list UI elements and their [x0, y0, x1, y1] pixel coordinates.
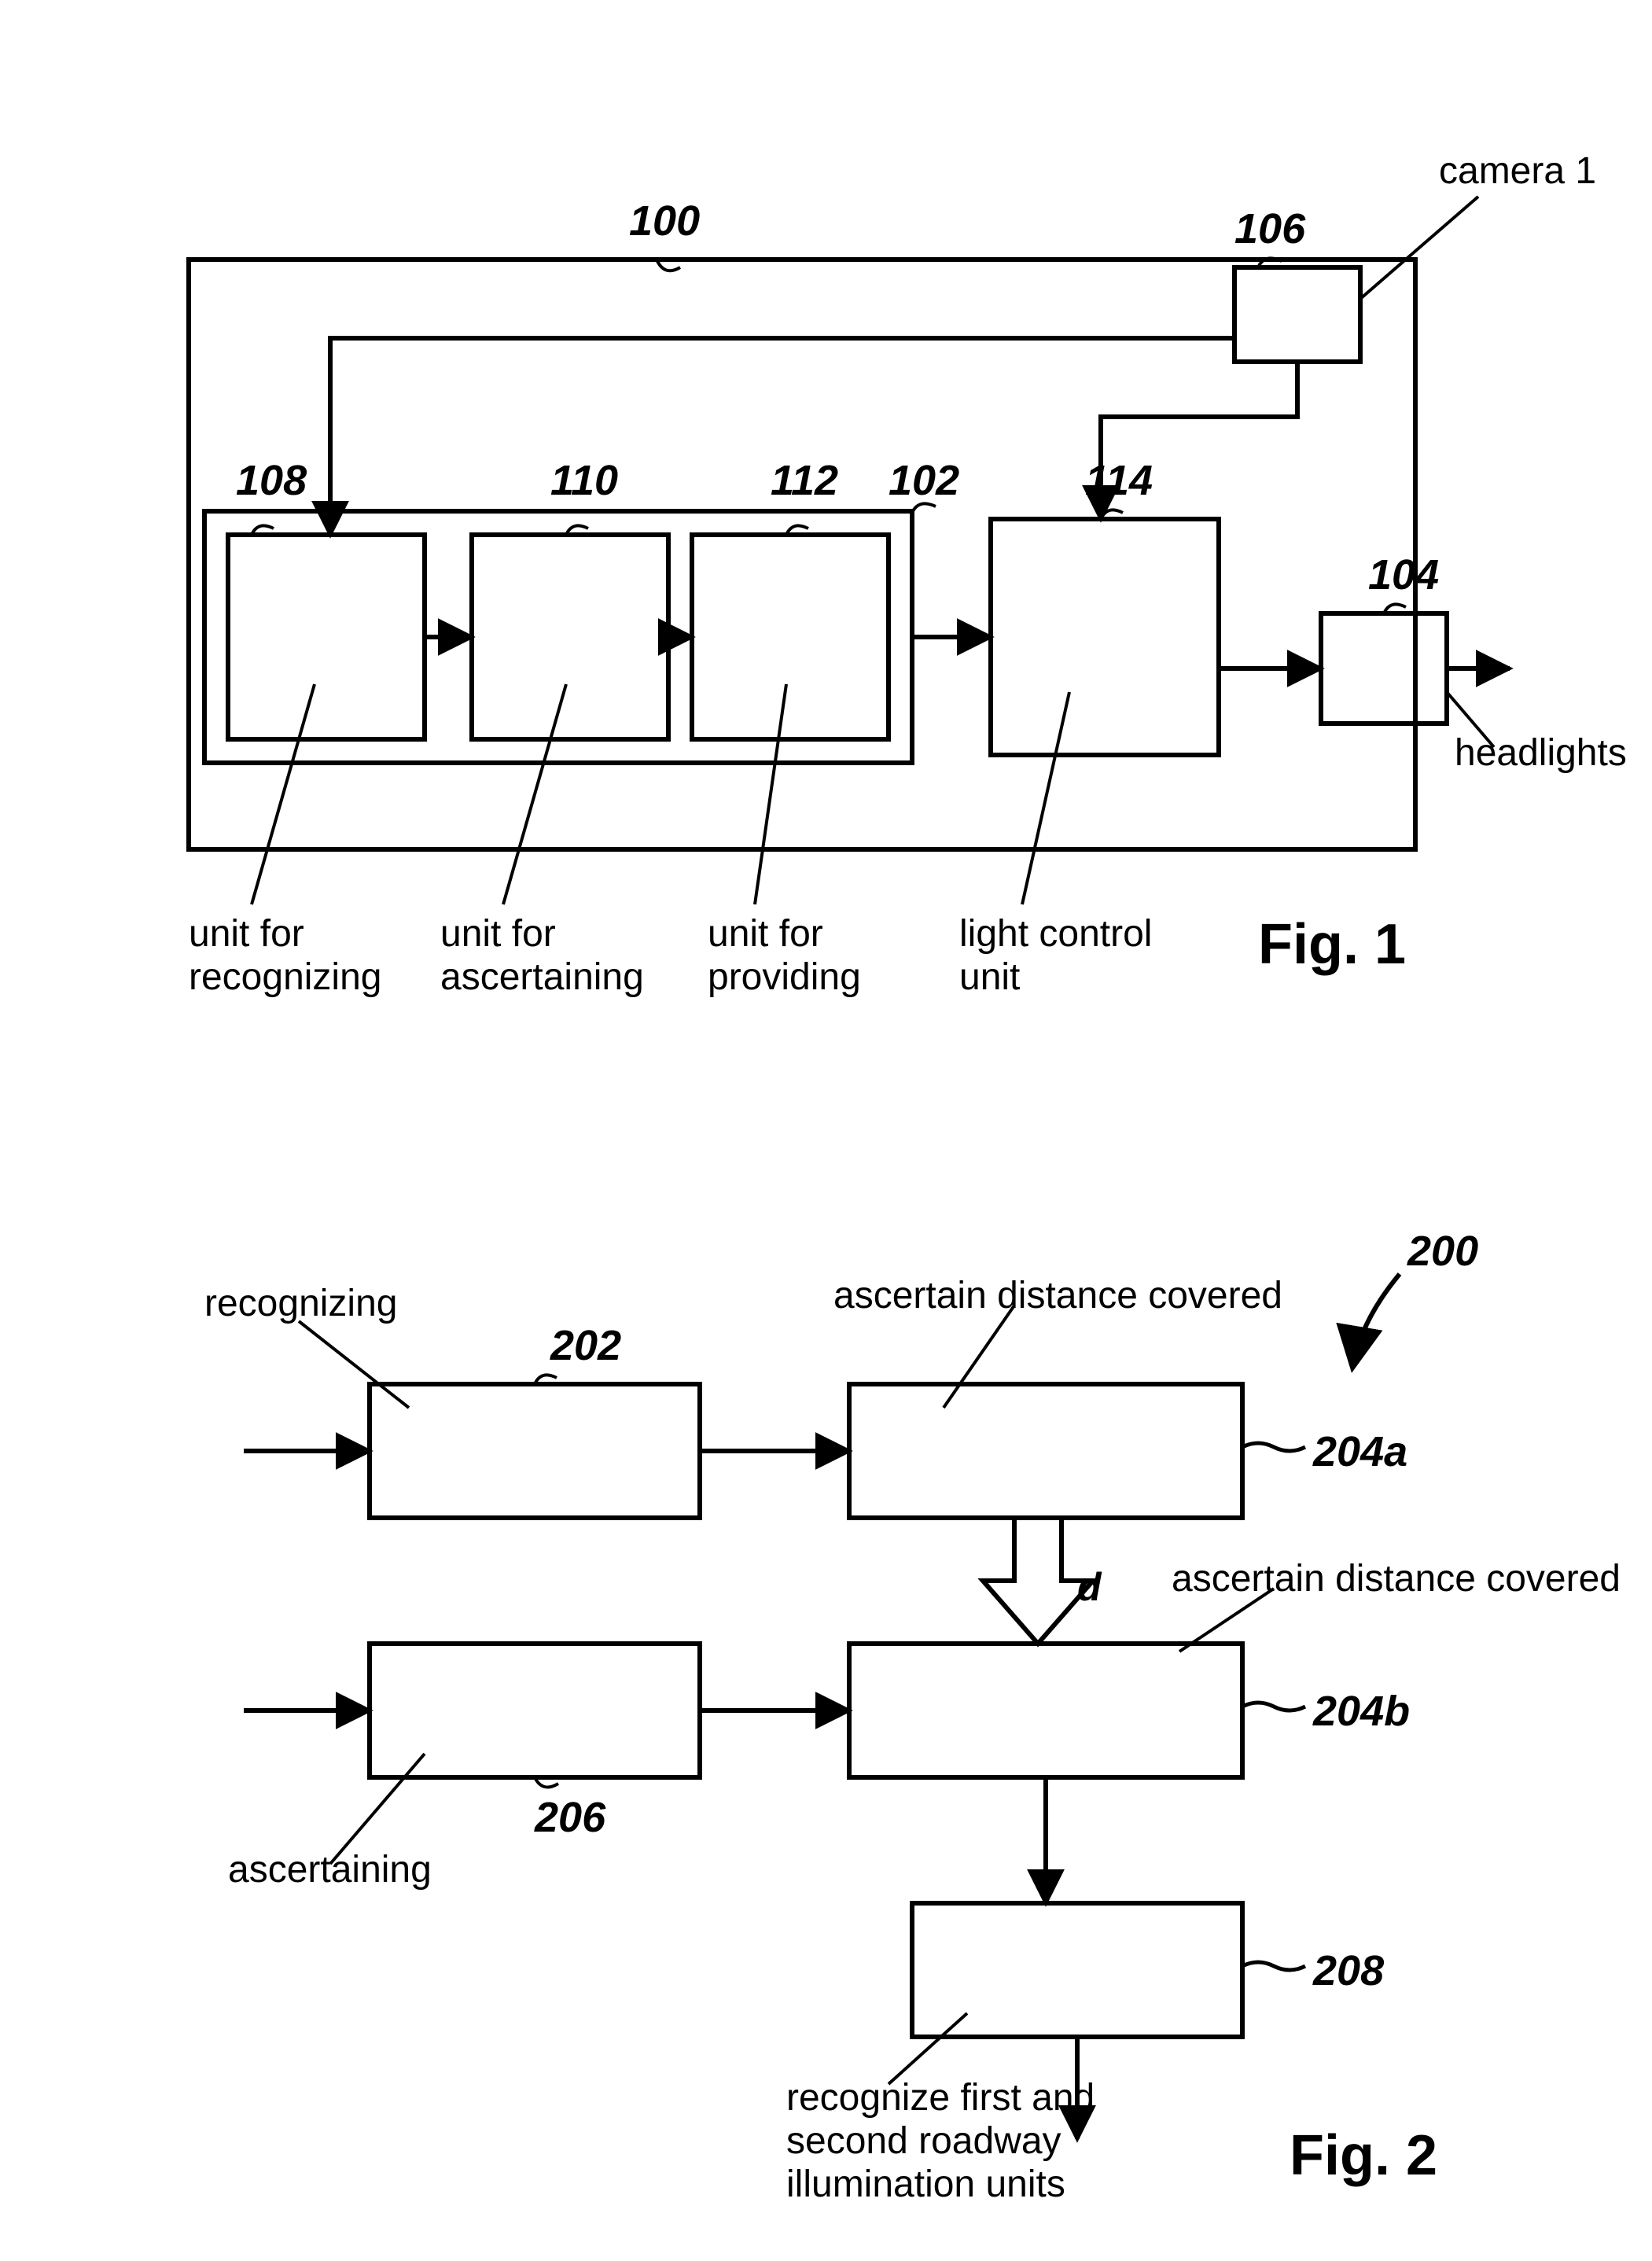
fig2-lead-202	[299, 1321, 409, 1408]
fig2-letter-d: d	[1077, 1565, 1102, 1611]
fig1-ref-108: 108	[236, 456, 307, 505]
fig1-lead-108	[252, 684, 315, 904]
fig1-ref-112: 112	[771, 456, 838, 505]
fig2-lead-204a	[944, 1305, 1014, 1408]
fig2-box204b	[849, 1644, 1242, 1777]
fig2-ref-208: 208	[1313, 1946, 1384, 1995]
fig2-label-204a: ascertain distance covered	[833, 1274, 1282, 1317]
fig1-label-112: unit for providing	[708, 912, 861, 999]
fig2-ref-204b: 204b	[1313, 1687, 1410, 1736]
fig1-ref-110: 110	[550, 456, 618, 505]
fig1-box108	[228, 535, 425, 739]
fig2-ref204a-tilde	[1242, 1443, 1305, 1451]
fig2-ref-202: 202	[550, 1321, 621, 1370]
fig1-ref-100: 100	[629, 197, 700, 245]
fig1-camera-lead	[1360, 197, 1478, 299]
fig1-label-114: light control unit	[959, 912, 1152, 999]
fig2-caption: Fig. 2	[1290, 2123, 1437, 2189]
fig1-box104	[1321, 613, 1447, 724]
fig2-lead-208	[889, 2013, 967, 2084]
fig1-box114	[991, 519, 1219, 755]
fig2-ref-204a: 204a	[1313, 1427, 1407, 1476]
fig1-module-box	[204, 511, 912, 763]
fig2-ref204b-tilde	[1242, 1703, 1305, 1710]
fig1-camera-box	[1234, 267, 1360, 362]
fig2-ref-200: 200	[1407, 1227, 1478, 1276]
fig2-ref200-arrow	[1352, 1274, 1400, 1368]
diagram-svg	[0, 0, 1652, 2261]
fig2-label-202: recognizing	[204, 1282, 397, 1325]
fig1-box110	[472, 535, 668, 739]
fig1-label-108: unit for recognizing	[189, 912, 381, 999]
fig1-label-110: unit for ascertaining	[440, 912, 644, 999]
fig2-box202	[370, 1384, 700, 1518]
fig1-box112	[692, 535, 889, 739]
fig2-label-208: recognize first and second roadway illum…	[786, 2076, 1095, 2207]
fig1-ref102-tick	[912, 503, 936, 513]
fig1-lead-112	[755, 684, 786, 904]
fig1-ref-104: 104	[1368, 551, 1439, 599]
page: 100 106 camera 1 108 110 112 102 114 104…	[0, 0, 1652, 2261]
fig1-lead-114	[1022, 692, 1069, 904]
fig2-box204a	[849, 1384, 1242, 1518]
fig1-ref-114: 114	[1085, 456, 1153, 505]
fig2-label-206: ascertaining	[228, 1848, 432, 1891]
fig2-hollow-arrow-d	[983, 1518, 1093, 1644]
fig2-lead-206	[330, 1754, 425, 1864]
fig1-ref-102: 102	[889, 456, 959, 505]
fig1-lead-110	[503, 684, 566, 904]
fig1-label-104: headlights	[1455, 731, 1627, 775]
fig2-ref-206: 206	[535, 1793, 605, 1842]
fig1-caption: Fig. 1	[1258, 912, 1406, 978]
fig1-label-camera: camera 1	[1439, 149, 1596, 193]
fig2-ref208-tilde	[1242, 1962, 1305, 1970]
fig2-box206	[370, 1644, 700, 1777]
fig1-ref-106: 106	[1234, 204, 1305, 253]
fig2-label-204b: ascertain distance covered	[1172, 1557, 1621, 1600]
